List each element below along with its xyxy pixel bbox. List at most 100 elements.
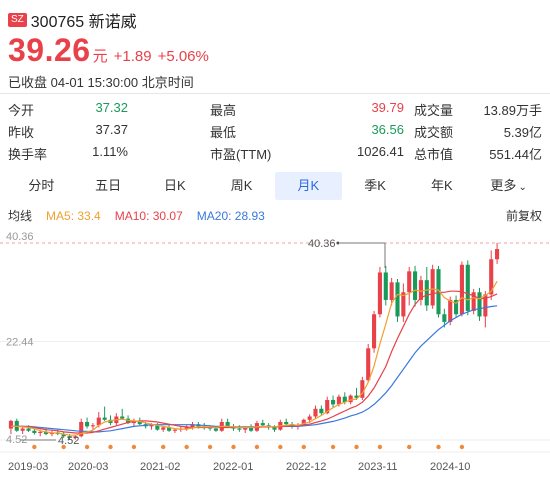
- candle-body: [225, 421, 230, 427]
- dividend-dot: [207, 444, 213, 450]
- stats-grid: 今开 37.32 最高 39.79 成交量 13.89万手 昨收 37.37 最低 36.…: [8, 98, 542, 164]
- candle-body: [489, 259, 494, 295]
- high-annotation: 40.36: [308, 238, 336, 250]
- stat-value-volume: 13.89万手: [483, 102, 542, 118]
- ma5-line: [10, 280, 498, 436]
- y-tick-label: 4.52: [6, 434, 27, 446]
- candle-body: [172, 429, 177, 431]
- candle-body: [454, 299, 459, 315]
- stat-label: 最低: [210, 124, 237, 140]
- adjust-toggle[interactable]: 前复权: [505, 209, 542, 223]
- candle-body: [90, 425, 95, 427]
- period-tabs: 分时 五日 日K 周K 月K 季K 年K 更多 ⌄: [8, 172, 542, 200]
- tab-intraday[interactable]: 分时: [28, 178, 55, 193]
- stat-value-market-cap: 551.44亿: [489, 146, 542, 162]
- candle-body: [465, 264, 470, 311]
- tab-monthly-k[interactable]: 月K: [275, 172, 342, 200]
- stat-label: 成交量: [414, 102, 454, 118]
- ma10-value: MA10: 30.07: [114, 208, 183, 223]
- candle-body: [413, 271, 418, 300]
- stat-value-open: 37.32: [95, 99, 128, 115]
- candle-body: [424, 280, 429, 306]
- x-axis-label: 2023-11: [358, 461, 398, 473]
- candle-body: [395, 282, 400, 317]
- dividend-dot: [32, 444, 37, 450]
- tab-five-day[interactable]: 五日: [95, 178, 122, 193]
- candle-body: [73, 436, 78, 438]
- candle-body: [85, 421, 90, 427]
- candle-body: [67, 436, 72, 438]
- stats-row: 换手率 1.11% 市盈(TTM) 1026.41 总市值 551.44亿: [8, 142, 542, 164]
- market-badge: SZ: [8, 13, 27, 27]
- candle-body: [459, 264, 464, 315]
- tab-quarterly-k[interactable]: 季K: [364, 178, 386, 193]
- dividend-dot: [377, 444, 383, 450]
- candle-body: [366, 348, 371, 381]
- candle-body: [32, 430, 37, 433]
- candle-body: [272, 427, 277, 430]
- y-tick-label: 22.44: [6, 337, 34, 349]
- candle-body: [137, 420, 142, 425]
- candle-body: [190, 424, 195, 428]
- ma-label: 均线: [8, 209, 33, 223]
- stat-label: 换手率: [8, 146, 48, 162]
- dividend-dot: [84, 444, 90, 450]
- tab-more-label: 更多: [490, 178, 517, 193]
- stock-title: 300765 新诺威: [30, 14, 137, 31]
- tab-weekly-k[interactable]: 周K: [230, 178, 253, 193]
- ma-legend: 均线 MA5: 33.4 MA10: 30.07 MA20: 28.93 前复权: [8, 207, 542, 224]
- stat-value-pe: 1026.41: [357, 143, 404, 159]
- candle-body: [442, 314, 447, 322]
- dividend-dot: [184, 444, 189, 450]
- candle-body: [301, 419, 306, 426]
- candle-body: [284, 421, 289, 425]
- x-axis-label: 2022-12: [286, 461, 326, 473]
- candle-body: [495, 249, 500, 260]
- x-axis-label: 2022-01: [213, 461, 253, 473]
- high-marker-dot: [336, 241, 340, 245]
- candle-body: [418, 280, 423, 300]
- price-row: 39.26 元 +1.89 +5.06%: [8, 32, 209, 69]
- dividend-dot: [254, 444, 260, 450]
- tab-daily-k[interactable]: 日K: [164, 178, 186, 193]
- stat-label: 今开: [8, 102, 35, 118]
- candle-body: [313, 408, 318, 417]
- candle-body: [401, 292, 406, 317]
- candle-body: [389, 282, 394, 300]
- dividend-dot: [436, 444, 441, 450]
- stat-value-prev-close: 37.37: [95, 121, 128, 137]
- stat-label: 总市值: [414, 146, 454, 162]
- dividend-dot: [131, 444, 137, 450]
- candle-body: [260, 423, 265, 426]
- stat-value-low: 36.56: [371, 121, 404, 137]
- stat-label: 成交额: [414, 124, 454, 140]
- dividend-dot: [231, 444, 236, 450]
- x-axis-label: 2020-03: [68, 461, 108, 473]
- candle-body: [448, 299, 453, 322]
- market-status: 已收盘 04-01 15:30:00 北京时间: [8, 75, 194, 90]
- candle-body: [331, 399, 336, 405]
- candle-body: [354, 395, 359, 398]
- dividend-dot: [161, 444, 166, 450]
- stats-row: 今开 37.32 最高 39.79 成交量 13.89万手: [8, 98, 542, 120]
- candle-body: [20, 428, 25, 431]
- candle-body: [26, 428, 31, 431]
- candle-body: [307, 416, 312, 420]
- candle-body: [360, 380, 365, 398]
- candle-body: [61, 434, 66, 437]
- candle-body: [155, 425, 160, 430]
- dividend-dot: [407, 444, 412, 450]
- chevron-down-icon: ⌄: [518, 182, 527, 193]
- tab-yearly-k[interactable]: 年K: [431, 178, 453, 193]
- candle-body: [96, 417, 101, 426]
- candle-body: [8, 420, 13, 429]
- candle-body: [383, 272, 388, 300]
- tab-more[interactable]: 更多 ⌄: [475, 172, 542, 200]
- price-change: +1.89: [113, 48, 152, 65]
- low-annotation: 4.52: [58, 435, 79, 447]
- dividend-dot: [330, 444, 336, 450]
- dividend-dot: [108, 444, 113, 450]
- candle-body: [44, 431, 49, 435]
- y-tick-label: 40.36: [6, 231, 34, 243]
